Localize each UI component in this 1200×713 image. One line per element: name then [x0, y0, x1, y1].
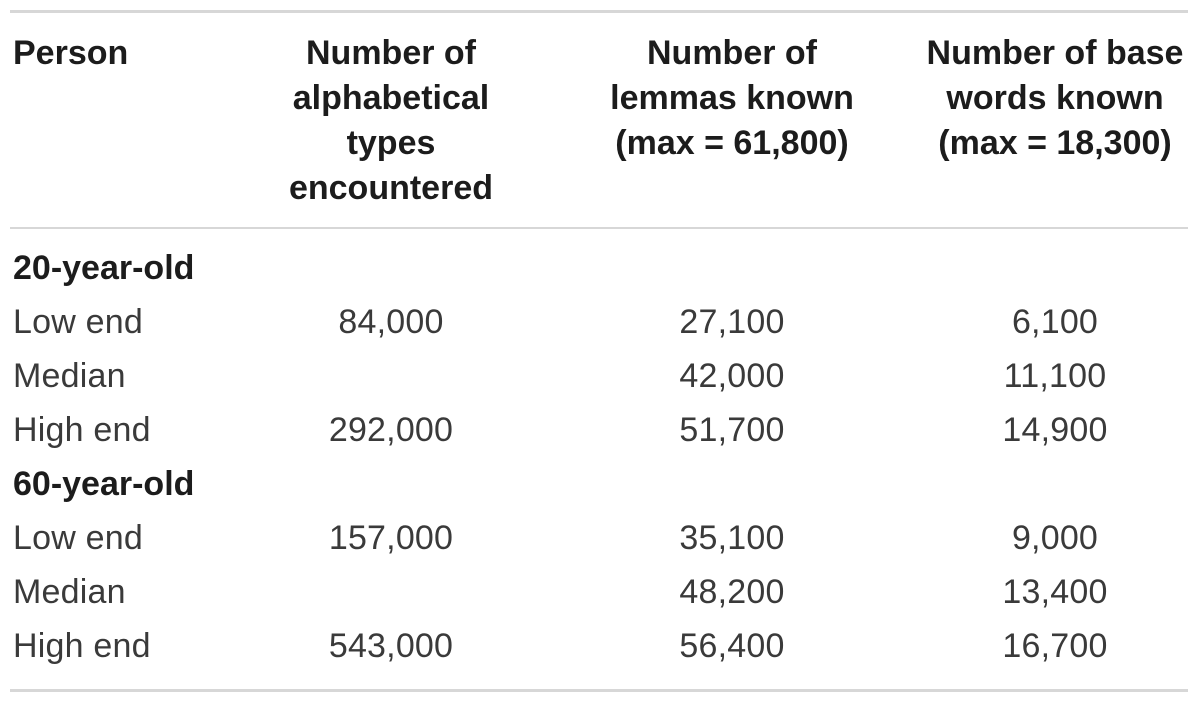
value-cell-alphabetical-types: 292,000 — [328, 410, 454, 449]
value-cell-alphabetical-types: 543,000 — [328, 626, 454, 665]
section-label: 60-year-old — [13, 464, 195, 503]
vocabulary-table: Person Number of alphabetical types encounte… — [10, 10, 1188, 692]
data-row-60-year-old-median: Median 48,200 13,400 — [10, 565, 1188, 619]
value-cell-base-words-known: 6,100 — [1011, 302, 1099, 341]
value-cell-base-words-known: 13,400 — [1002, 572, 1108, 611]
data-row-20-year-old-low-end: Low end 84,000 27,100 6,100 — [10, 295, 1188, 349]
data-row-20-year-old-median: Median 42,000 11,100 — [10, 349, 1188, 403]
column-header-line: Number of — [647, 34, 817, 72]
value-cell-base-words-known: 11,100 — [1003, 356, 1107, 395]
column-header-person: Person — [10, 11, 240, 229]
table-body: 20-year-old Low end 84,000 27,100 6,100 Media… — [10, 228, 1188, 691]
column-header-line: encountered — [288, 169, 494, 207]
value-cell-base-words-known: 9,000 — [1011, 518, 1099, 557]
row-label: Median — [13, 356, 126, 395]
value-cell-lemmas-known: 27,100 — [679, 302, 785, 341]
vocabulary-table-figure: Person Number of alphabetical types encounte… — [10, 10, 1188, 692]
value-cell-alphabetical-types — [240, 565, 542, 619]
section-row-60-year-old: 60-year-old — [10, 457, 1188, 511]
row-label: Median — [13, 572, 126, 611]
column-header-line: lemmas known — [610, 79, 854, 117]
column-header-line: Person — [13, 34, 129, 72]
data-row-60-year-old-low-end: Low end 157,000 35,100 9,000 — [10, 511, 1188, 565]
value-cell-alphabetical-types — [240, 349, 542, 403]
value-cell-base-words-known: 14,900 — [1002, 410, 1108, 449]
value-cell-lemmas-known: 42,000 — [679, 356, 785, 395]
column-header-base-words-known: Number of base words known (max = 18,300) — [922, 11, 1188, 229]
column-header-alphabetical-types: Number of alphabetical types encountered — [240, 11, 542, 229]
column-header-line: alphabetical — [292, 79, 490, 117]
row-label: Low end — [13, 302, 143, 341]
row-label: High end — [13, 626, 151, 665]
value-cell-lemmas-known: 56,400 — [679, 626, 785, 665]
value-cell-lemmas-known: 48,200 — [679, 572, 785, 611]
row-label: Low end — [13, 518, 143, 557]
column-header-line: (max = 61,800) — [615, 124, 849, 162]
column-header-lemmas-known: Number of lemmas known (max = 61,800) — [542, 11, 922, 229]
section-label: 20-year-old — [13, 248, 195, 287]
value-cell-lemmas-known: 35,100 — [679, 518, 785, 557]
table-header: Person Number of alphabetical types encounte… — [10, 11, 1188, 229]
header-row: Person Number of alphabetical types encounte… — [10, 11, 1188, 229]
column-header-line: words known — [946, 79, 1164, 117]
column-header-line: (max = 18,300) — [938, 124, 1172, 162]
value-cell-alphabetical-types: 157,000 — [328, 518, 454, 557]
column-header-line: Number of base — [926, 34, 1184, 72]
section-row-20-year-old: 20-year-old — [10, 228, 1188, 295]
row-label: High end — [13, 410, 151, 449]
column-header-line: Number of — [306, 34, 476, 72]
value-cell-lemmas-known: 51,700 — [679, 410, 785, 449]
value-cell-base-words-known: 16,700 — [1002, 626, 1108, 665]
value-cell-alphabetical-types: 84,000 — [338, 302, 444, 341]
data-row-60-year-old-high-end: High end 543,000 56,400 16,700 — [10, 619, 1188, 691]
data-row-20-year-old-high-end: High end 292,000 51,700 14,900 — [10, 403, 1188, 457]
column-header-line: types — [346, 124, 436, 162]
